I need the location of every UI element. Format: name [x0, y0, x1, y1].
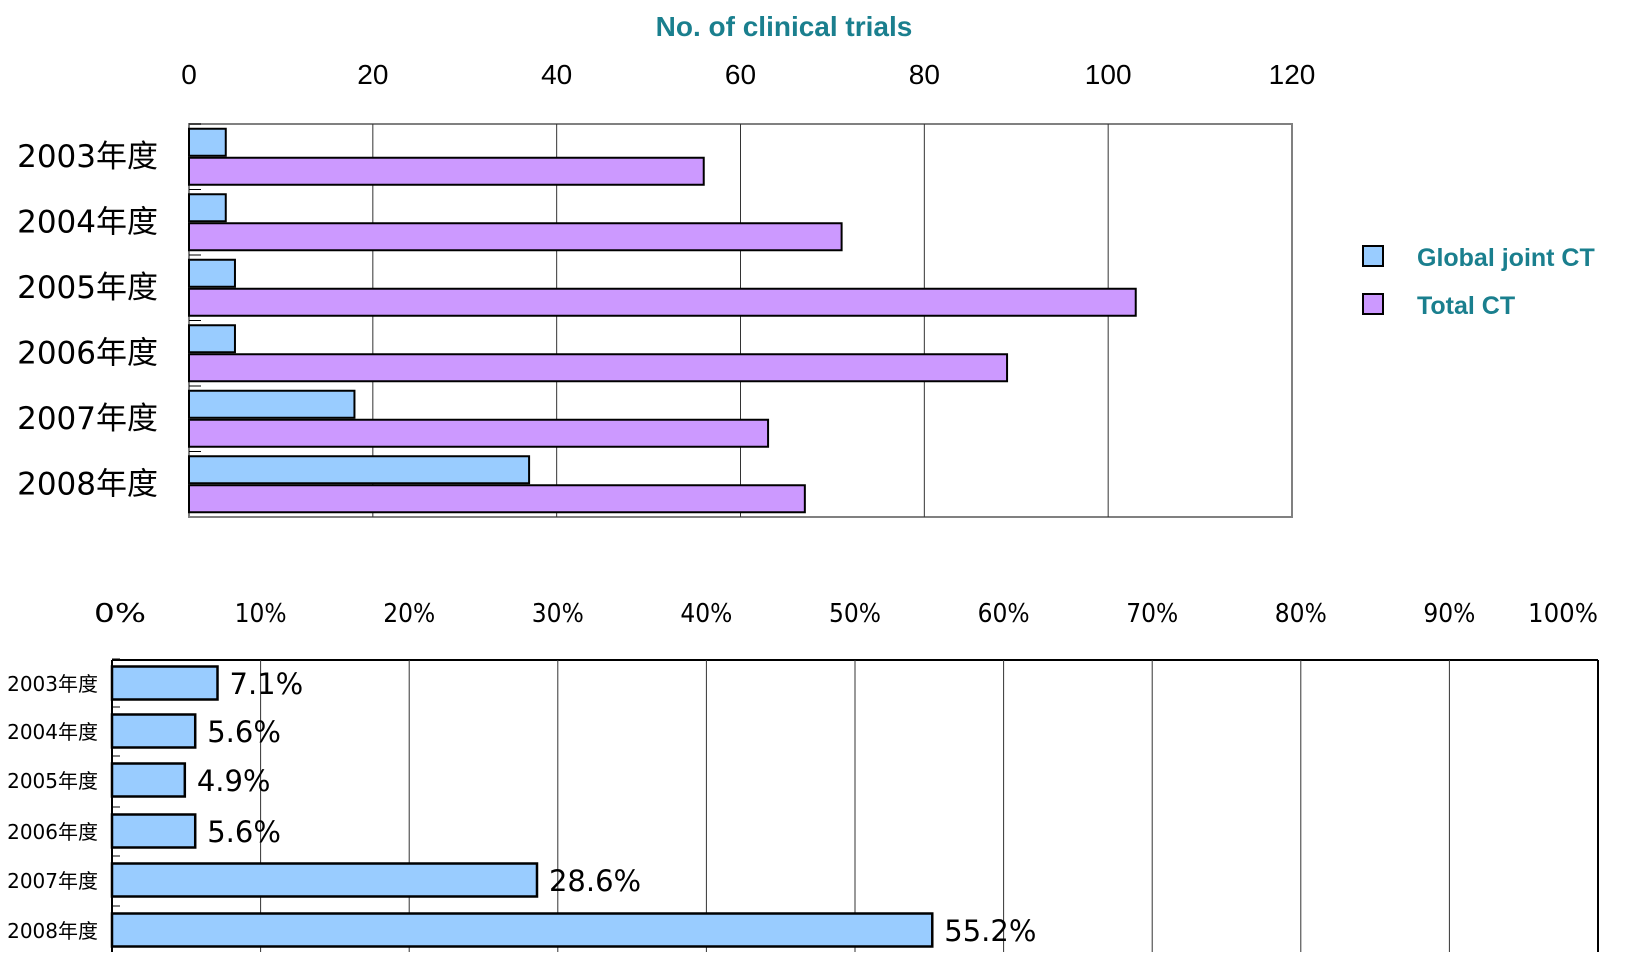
- x-tick-label: 20%: [383, 599, 435, 629]
- data-label: 4.9%: [197, 764, 271, 798]
- bar-total-2: [188, 287, 1137, 317]
- y-category-label: 2004年度: [17, 204, 158, 240]
- legend-label: Global joint CT: [1417, 244, 1595, 272]
- bar-global-joint-2: [188, 258, 236, 288]
- bar-total-4: [188, 418, 770, 448]
- bar-global-joint-1: [188, 193, 227, 223]
- y-category-label: 2005年度: [17, 270, 158, 306]
- data-label: 5.6%: [207, 715, 281, 749]
- bar-total-1: [188, 222, 843, 252]
- ratio-bar-5: [110, 912, 934, 948]
- y-category-label: 2008年度: [7, 919, 98, 943]
- legend-swatch: [1362, 293, 1384, 315]
- clinical-trials-count-chart: No. of clinical trials 0 20 40 60 80 100 120 20…: [17, 11, 1316, 518]
- x-tick-label: 20: [357, 59, 388, 90]
- chart-title: No. of clinical trials: [656, 11, 913, 42]
- legend-swatch: [1362, 245, 1384, 267]
- y-category-label: 2005年度: [7, 769, 98, 793]
- bar-total-5: [188, 484, 806, 514]
- ratio-bar-0: [110, 665, 219, 701]
- bar-global-joint-4: [188, 389, 356, 419]
- x-tick-label: 60: [725, 59, 756, 90]
- x-tick-label: 60%: [978, 599, 1030, 629]
- data-label: 7.1%: [230, 667, 304, 701]
- bar-total-0: [188, 156, 705, 186]
- x-tick-label: 40: [541, 59, 572, 90]
- x-tick-label: 100%: [1528, 599, 1598, 629]
- y-category-label: 2007年度: [17, 401, 158, 437]
- y-category-label: 2006年度: [17, 335, 158, 371]
- x-tick-label: 10%: [235, 599, 287, 629]
- ratio-bar-1: [110, 713, 197, 749]
- x-tick-label: 80: [909, 59, 940, 90]
- x-tick-label: 30%: [532, 599, 584, 629]
- x-tick-label: 0%: [94, 599, 146, 629]
- bar-total-3: [188, 353, 1009, 383]
- bar-global-joint-5: [188, 455, 531, 485]
- x-tick-label: 120: [1269, 59, 1316, 90]
- y-category-label: 2008年度: [17, 466, 158, 502]
- ratio-bar-4: [110, 862, 539, 898]
- x-tick-label: 50%: [829, 599, 881, 629]
- y-category-label: 2007年度: [7, 869, 98, 893]
- x-tick-label: 90%: [1423, 599, 1475, 629]
- legend: Global joint CT Total CT: [1362, 244, 1595, 320]
- data-label: 28.6%: [549, 864, 641, 898]
- y-category-label: 2003年度: [7, 672, 98, 696]
- x-tick-label: 40%: [680, 599, 732, 629]
- y-category-label: 2004年度: [7, 720, 98, 744]
- x-tick-label: 0: [181, 59, 197, 90]
- ratio-bar-2: [110, 762, 187, 798]
- legend-label: Total CT: [1417, 292, 1515, 320]
- bar-global-joint-0: [188, 127, 227, 157]
- x-tick-label: 70%: [1126, 599, 1178, 629]
- ratio-bar-3: [110, 813, 197, 849]
- y-category-label: 2006年度: [7, 820, 98, 844]
- x-tick-label: 100: [1085, 59, 1132, 90]
- y-category-label: 2003年度: [17, 139, 158, 175]
- x-tick-label: 80%: [1275, 599, 1327, 629]
- data-label: 55.2%: [944, 914, 1036, 948]
- bar-global-joint-3: [188, 324, 236, 354]
- data-label: 5.6%: [207, 815, 281, 849]
- global-joint-ratio-chart: 0% 10% 20% 30% 40% 50% 60% 70% 80% 90% 100% 2003年度 7…: [7, 599, 1599, 952]
